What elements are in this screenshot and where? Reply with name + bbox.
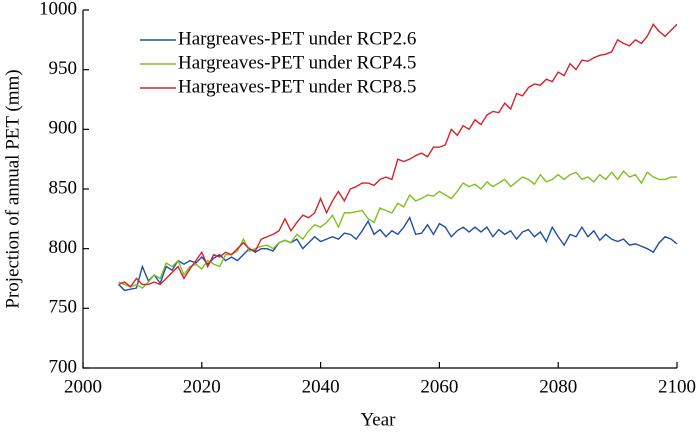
- x-tick-label: 2020: [183, 376, 221, 397]
- series-line: [118, 23, 678, 288]
- x-tick-label: 2060: [420, 376, 458, 397]
- x-tick-label: 2100: [658, 376, 696, 397]
- legend-label: Hargreaves-PET under RCP8.5: [178, 76, 416, 97]
- legend-label: Hargreaves-PET under RCP4.5: [178, 52, 416, 73]
- y-axis-label: Projection of annual PET (mm): [2, 69, 23, 308]
- series-line: [118, 216, 678, 292]
- y-tick-label: 950: [49, 58, 78, 79]
- x-tick-label: 2000: [64, 376, 102, 397]
- legend-label: Hargreaves-PET under RCP2.6: [178, 28, 416, 49]
- y-tick-label: 1000: [39, 0, 77, 19]
- y-tick-label: 850: [49, 177, 78, 198]
- y-tick-label: 700: [49, 356, 78, 377]
- x-tick-label: 2040: [302, 376, 340, 397]
- y-tick-label: 900: [49, 118, 78, 139]
- y-tick-label: 800: [49, 237, 78, 258]
- y-tick-label: 750: [49, 297, 78, 318]
- x-axis-label: Year: [360, 409, 396, 430]
- series-line: [118, 170, 677, 289]
- x-tick-label: 2080: [539, 376, 577, 397]
